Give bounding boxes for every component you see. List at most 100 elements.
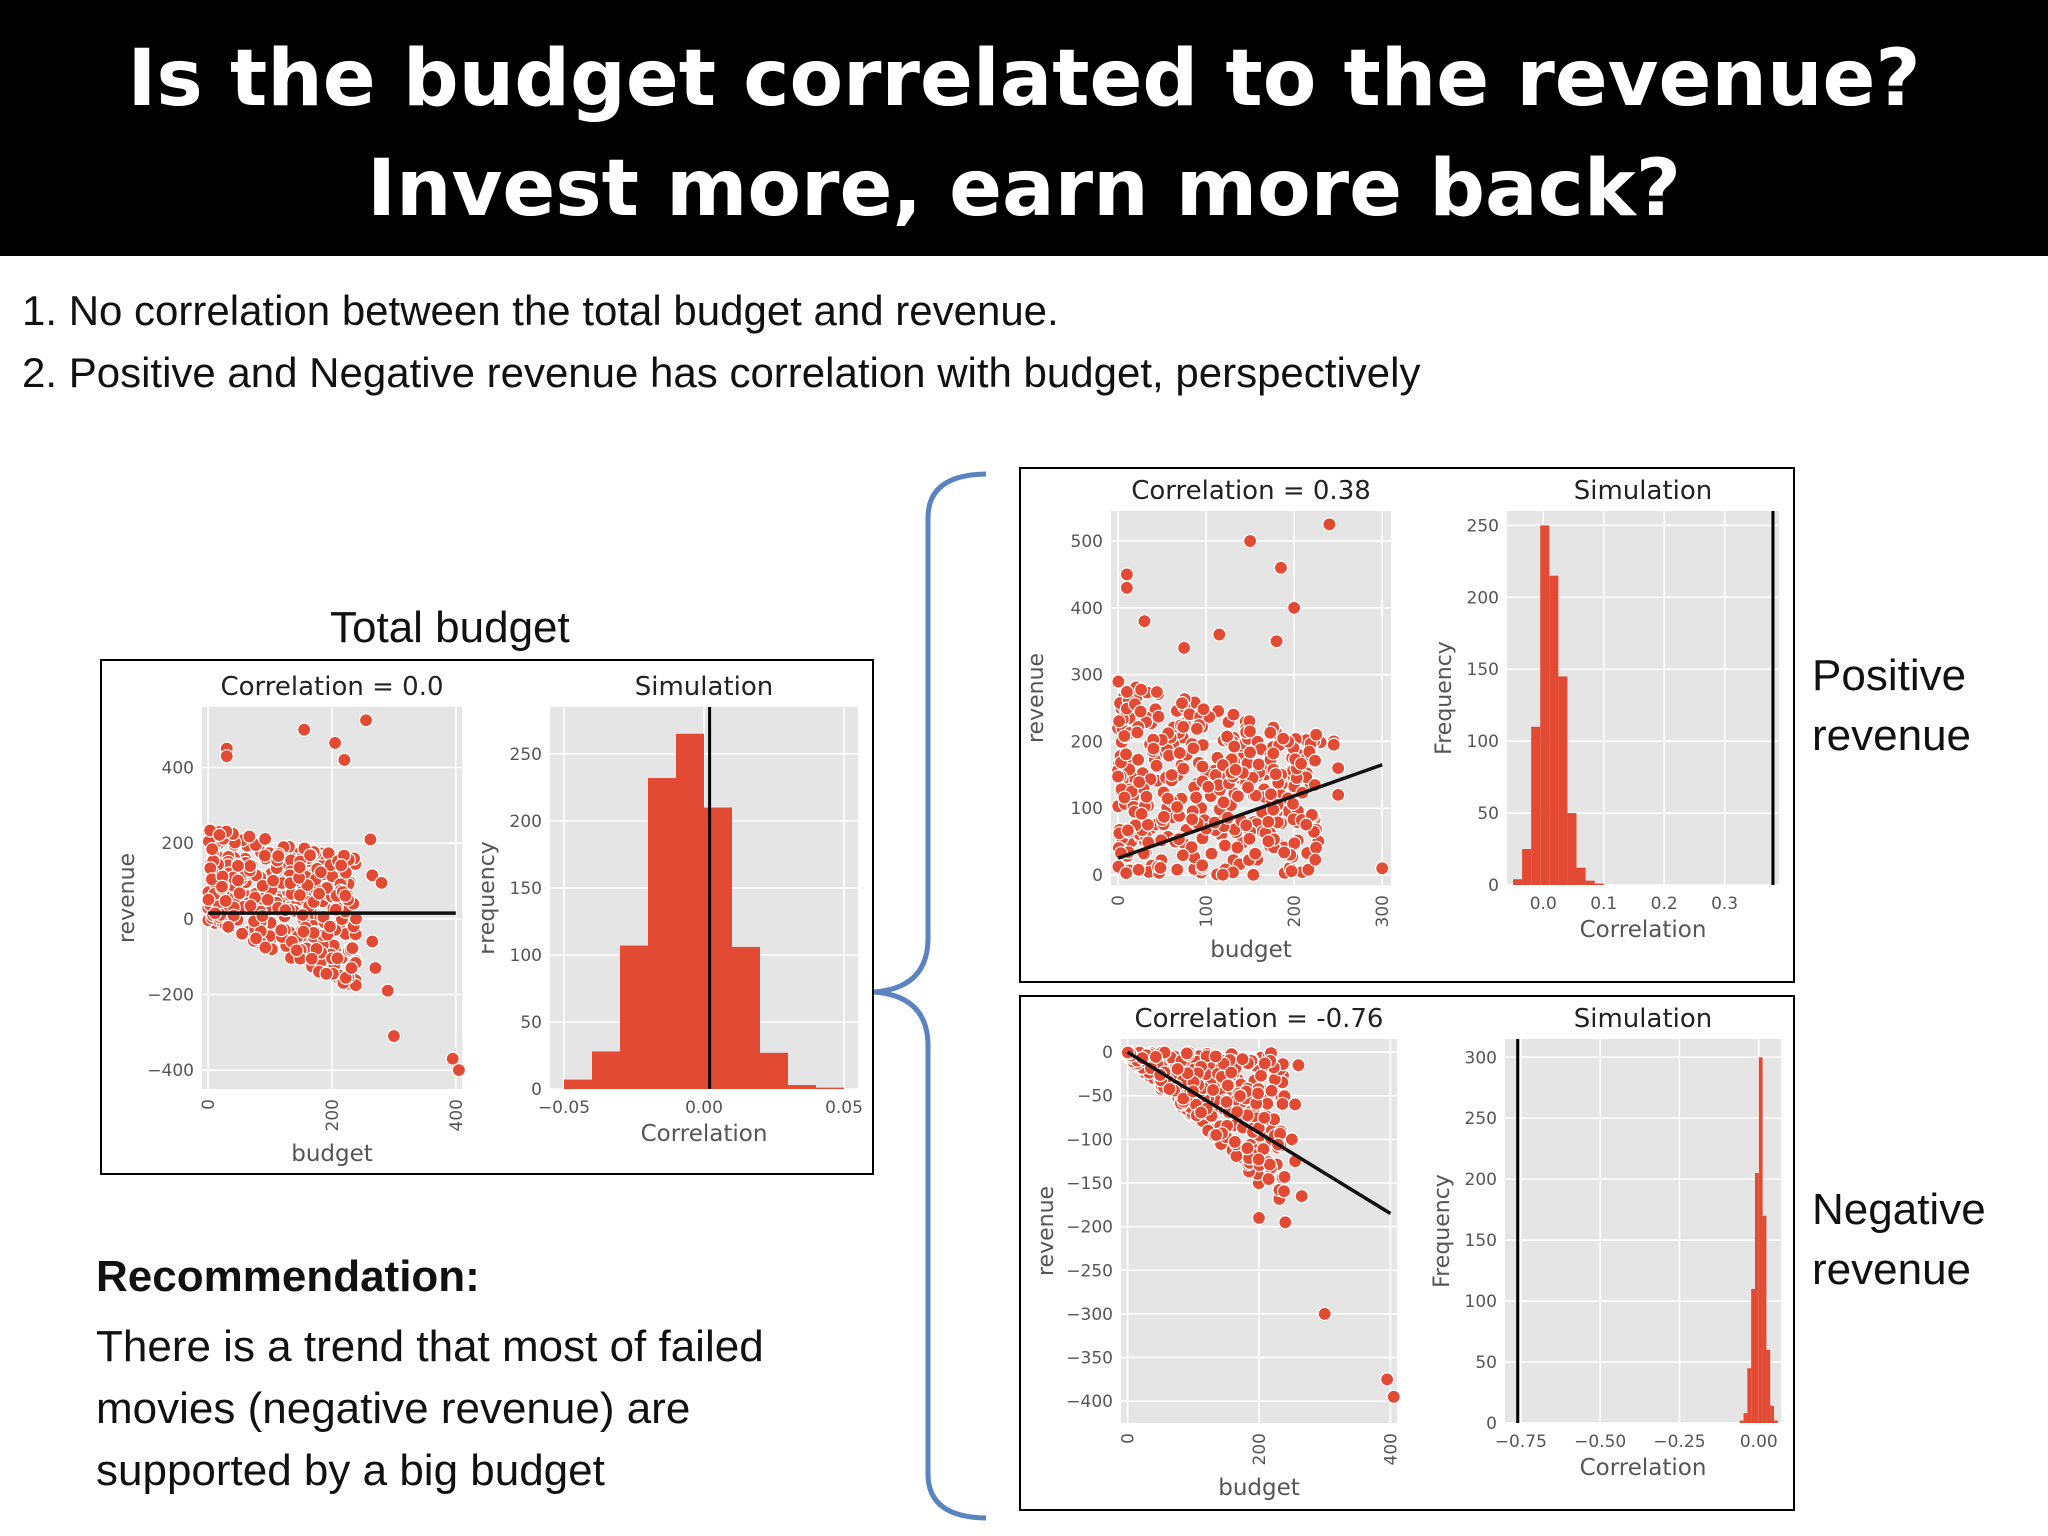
y-tick-label: 250 — [1465, 1109, 1497, 1129]
chart-total-simulation: Simulation Correlation Frequency 0 50 100 150 2… — [482, 672, 863, 1147]
scatter-point — [344, 960, 359, 976]
y-tick-label: 50 — [1475, 1353, 1497, 1373]
x-tick-label: 0.00 — [685, 1098, 723, 1118]
scatter-point — [1224, 1065, 1239, 1080]
scatter-point — [1140, 817, 1155, 832]
histogram-bar — [1766, 1349, 1771, 1423]
scatter-point — [1386, 1389, 1401, 1404]
histogram-bar — [1747, 1368, 1752, 1423]
scatter-point — [338, 888, 353, 903]
title-bar: Is the budget correlated to the revenue?… — [0, 0, 2048, 256]
y-tick-label: 0 — [1092, 866, 1103, 886]
y-tick-label: 50 — [1477, 804, 1499, 824]
x-tick-label: 0 — [1109, 895, 1129, 906]
y-tick-label: 100 — [1467, 732, 1499, 752]
y-tick-label: 300 — [1071, 666, 1103, 686]
scatter-point — [292, 860, 307, 875]
x-tick-label: 0.0 — [1530, 894, 1557, 914]
scatter-point — [257, 831, 273, 847]
plot-background — [1505, 1039, 1781, 1423]
scatter-point — [1380, 1372, 1395, 1387]
scatter-point — [1308, 840, 1324, 855]
scatter-point — [1134, 806, 1149, 821]
scatter-point — [1209, 1127, 1224, 1143]
scatter-point — [1309, 727, 1324, 742]
y-tick-label: 250 — [1467, 516, 1499, 536]
y-tick-label: −150 — [1066, 1174, 1113, 1194]
histogram-bar — [1576, 867, 1586, 885]
caption-negative-revenue: Negative revenue — [1812, 1185, 1986, 1294]
scatter-point — [1205, 1082, 1221, 1098]
scatter-point — [1117, 790, 1132, 805]
scatter-point — [1220, 1078, 1235, 1093]
scatter-point — [1176, 640, 1192, 656]
y-tick-label: 300 — [1465, 1048, 1497, 1068]
scatter-point — [1322, 517, 1337, 532]
histogram-bar — [1594, 883, 1604, 885]
scatter-point — [1257, 1110, 1272, 1125]
scatter-point — [363, 832, 378, 847]
scatter-point — [1156, 809, 1172, 824]
x-tick-label: −0.75 — [1495, 1432, 1547, 1452]
scatter-point — [214, 879, 230, 894]
bullet-2: 2. Positive and Negative revenue has cor… — [22, 349, 1421, 396]
chart-title: Simulation — [1574, 476, 1713, 506]
y-axis-label: revenue — [1034, 1186, 1059, 1276]
scatter-point — [451, 1062, 467, 1078]
scatter-point — [296, 924, 311, 939]
y-tick-label: 0 — [531, 1080, 542, 1100]
scatter-point — [248, 931, 264, 946]
y-tick-label: 100 — [1071, 799, 1103, 819]
scatter-point — [1294, 1188, 1309, 1204]
y-tick-label: 500 — [1071, 532, 1103, 552]
y-tick-label: 200 — [162, 834, 194, 854]
histogram-bar — [620, 945, 648, 1089]
histogram-bar — [1531, 726, 1541, 885]
scatter-point — [1307, 753, 1323, 768]
scatter-point — [232, 886, 247, 901]
scatter-point — [1219, 729, 1235, 744]
caption-total-budget: Total budget — [330, 603, 570, 652]
scatter-point — [266, 873, 281, 888]
scatter-point — [1164, 767, 1179, 783]
scatter-point — [1261, 1171, 1276, 1187]
scatter-point — [1132, 774, 1147, 790]
bullet-1: 1. No correlation between the total budg… — [22, 287, 1059, 334]
x-axis-label: budget — [1218, 1475, 1300, 1501]
scatter-point — [1326, 737, 1341, 752]
histogram-bar — [648, 778, 676, 1089]
scatter-point — [219, 749, 234, 764]
panel-negative: Correlation = -0.76 budget revenue 0 −50 −100… — [1019, 995, 1795, 1511]
scatter-point — [1251, 757, 1266, 772]
scatter-point — [1111, 674, 1126, 689]
scatter-point — [1170, 799, 1185, 815]
x-tick-label: −0.50 — [1574, 1432, 1626, 1452]
scatter-point — [1110, 769, 1126, 784]
scatter-point — [1185, 812, 1200, 827]
caption-positive-revenue: Positive revenue — [1812, 651, 1972, 760]
scatter-point — [201, 892, 216, 907]
scatter-point — [334, 858, 349, 873]
x-tick-label: 0.05 — [825, 1098, 863, 1118]
chart-total-scatter: Correlation = 0.0 budget revenue −400 −200 0 2… — [115, 672, 467, 1167]
scatter-point — [1227, 1134, 1242, 1150]
scatter-point — [1226, 707, 1241, 722]
scatter-point — [242, 858, 258, 874]
scatter-point — [1263, 725, 1278, 740]
scatter-point — [386, 1028, 402, 1044]
scatter-point — [295, 907, 310, 923]
scatter-point — [1131, 862, 1146, 877]
histogram-bar — [1567, 813, 1577, 885]
chart-title: Correlation = -0.76 — [1135, 1004, 1384, 1034]
y-tick-label: 50 — [520, 1013, 542, 1033]
y-tick-label: 100 — [1465, 1292, 1497, 1312]
scatter-point — [1331, 787, 1346, 802]
y-tick-label: 200 — [1071, 732, 1103, 752]
panel-positive: Correlation = 0.38 budget revenue 0 100 200 30… — [1019, 467, 1795, 983]
chart-title: Correlation = 0.38 — [1131, 476, 1371, 506]
scatter-point — [1257, 1056, 1272, 1071]
scatter-point — [1119, 580, 1134, 595]
scatter-point — [1176, 1091, 1191, 1106]
scatter-point — [243, 898, 258, 913]
histogram-bar — [1513, 879, 1523, 885]
